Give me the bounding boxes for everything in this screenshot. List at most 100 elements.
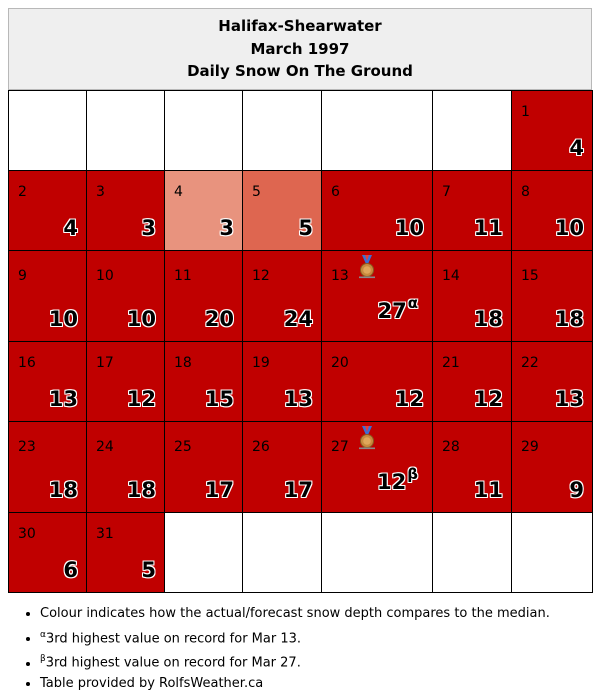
snow-depth-value: 18 (473, 307, 503, 331)
beta-mark: β (40, 654, 46, 665)
day-number: 12 (252, 268, 270, 284)
month-title: March 1997 (250, 39, 350, 58)
day-cell: 18 15 (164, 341, 243, 422)
day-cell: 9 10 (8, 250, 87, 342)
snow-depth-value: 15 (204, 387, 234, 411)
empty-cell (432, 512, 512, 593)
day-number: 9 (18, 268, 27, 284)
snow-depth-number: 12 (377, 470, 407, 494)
day-number: 20 (331, 355, 349, 371)
snow-depth-value: 11 (473, 478, 503, 502)
day-cell: 5 5 (242, 170, 322, 251)
day-number: 14 (442, 268, 460, 284)
day-number: 21 (442, 355, 460, 371)
snow-depth-value: 12 (126, 387, 156, 411)
beta-footnote: β3rd highest value on record for Mar 27. (40, 649, 550, 674)
day-cell: 4 3 (164, 170, 243, 251)
calendar-header: Halifax-Shearwater March 1997 Daily Snow… (8, 8, 592, 90)
week-row: 30 6 31 5 (8, 512, 593, 593)
snow-depth-value: 10 (48, 307, 78, 331)
empty-cell (321, 512, 433, 593)
day-cell: 21 12 (432, 341, 512, 422)
day-cell: 1 4 (511, 90, 593, 171)
day-cell: 6 10 (321, 170, 433, 251)
empty-cell (432, 90, 512, 171)
day-cell: 24 18 (86, 421, 165, 513)
empty-cell (164, 90, 243, 171)
bronze-medal-icon (359, 255, 375, 279)
day-number: 13 (331, 268, 349, 284)
day-number: 5 (252, 184, 261, 200)
day-number: 4 (174, 184, 183, 200)
day-cell: 29 9 (511, 421, 593, 513)
day-cell: 11 20 (164, 250, 243, 342)
snow-depth-value: 3 (219, 216, 234, 240)
day-cell: 31 5 (86, 512, 165, 593)
snow-depth-value: 4 (63, 216, 78, 240)
day-number: 11 (174, 268, 192, 284)
day-cell: 13 27α (321, 250, 433, 342)
snow-depth-value: 10 (554, 216, 584, 240)
day-cell: 3 3 (86, 170, 165, 251)
snow-depth-value: 3 (141, 216, 156, 240)
snow-depth-value: 18 (48, 478, 78, 502)
beta-footnote-text: 3rd highest value on record for Mar 27. (45, 655, 301, 671)
record-mark-beta: β (407, 465, 418, 483)
day-cell: 8 10 (511, 170, 593, 251)
day-number: 18 (174, 355, 192, 371)
day-number: 22 (521, 355, 539, 371)
day-number: 27 (331, 439, 349, 455)
legend-note: Colour indicates how the actual/forecast… (40, 604, 550, 625)
day-cell: 15 18 (511, 250, 593, 342)
snow-depth-value: 17 (204, 478, 234, 502)
snow-depth-value: 5 (141, 558, 156, 582)
empty-cell (164, 512, 243, 593)
day-cell: 20 12 (321, 341, 433, 422)
snow-depth-value: 9 (569, 478, 584, 502)
day-number: 17 (96, 355, 114, 371)
alpha-footnote-text: 3rd highest value on record for Mar 13. (45, 630, 302, 646)
snow-depth-value: 12β (377, 465, 418, 494)
empty-cell (8, 90, 87, 171)
snow-depth-value: 10 (126, 307, 156, 331)
day-number: 26 (252, 439, 270, 455)
empty-cell (86, 90, 165, 171)
day-cell: 28 11 (432, 421, 512, 513)
footnotes: Colour indicates how the actual/forecast… (20, 604, 550, 695)
day-cell: 2 4 (8, 170, 87, 251)
credit-note: Table provided by RolfsWeather.ca (40, 674, 550, 695)
snow-depth-value: 24 (283, 307, 313, 331)
day-number: 25 (174, 439, 192, 455)
day-number: 28 (442, 439, 460, 455)
alpha-footnote: α3rd highest value on record for Mar 13. (40, 625, 550, 650)
snow-depth-value: 12 (473, 387, 503, 411)
day-number: 30 (18, 526, 36, 542)
day-number: 1 (521, 104, 530, 120)
snow-calendar: Halifax-Shearwater March 1997 Daily Snow… (8, 8, 593, 593)
day-number: 15 (521, 268, 539, 284)
table-subtitle: Daily Snow On The Ground (187, 62, 413, 81)
day-number: 29 (521, 439, 539, 455)
day-number: 16 (18, 355, 36, 371)
calendar-grid: 1 4 2 4 3 3 4 3 5 (8, 90, 593, 593)
day-number: 19 (252, 355, 270, 371)
day-number: 24 (96, 439, 114, 455)
week-row: 23 18 24 18 25 17 26 17 27 (8, 421, 593, 513)
week-row: 2 4 3 3 4 3 5 5 6 10 (8, 170, 593, 251)
day-number: 31 (96, 526, 114, 542)
record-mark-alpha: α (407, 294, 418, 312)
snow-depth-value: 6 (63, 558, 78, 582)
day-number: 8 (521, 184, 530, 200)
day-cell: 16 13 (8, 341, 87, 422)
snow-depth-value: 13 (48, 387, 78, 411)
day-number: 6 (331, 184, 340, 200)
day-cell: 27 12β (321, 421, 433, 513)
empty-cell (242, 512, 322, 593)
day-number: 7 (442, 184, 451, 200)
bronze-medal-icon (359, 426, 375, 450)
day-number: 23 (18, 439, 36, 455)
snow-depth-value: 20 (204, 307, 234, 331)
day-cell: 22 13 (511, 341, 593, 422)
day-cell: 25 17 (164, 421, 243, 513)
snow-depth-value: 27α (377, 294, 418, 323)
